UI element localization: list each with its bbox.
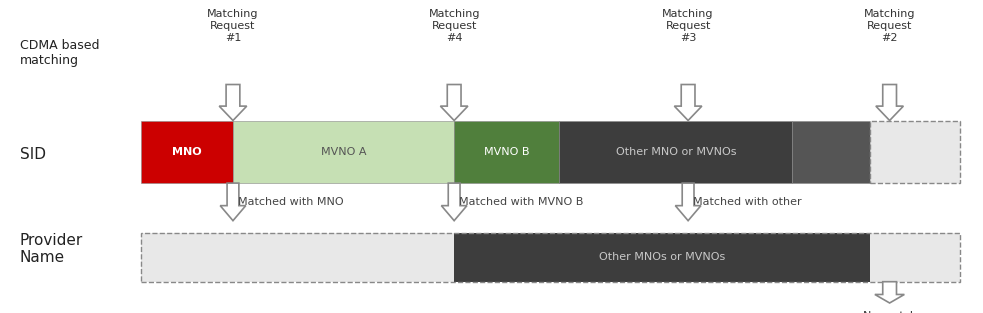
Bar [141, 233, 960, 282]
Text: Provider
Name: Provider Name [20, 233, 83, 265]
Bar [870, 233, 960, 282]
Bar [141, 233, 454, 282]
Polygon shape [675, 183, 701, 221]
Text: Matching
Request
#3: Matching Request #3 [663, 9, 714, 43]
Polygon shape [875, 282, 904, 303]
Text: Other MNOs or MVNOs: Other MNOs or MVNOs [599, 253, 725, 262]
Polygon shape [876, 85, 903, 121]
Polygon shape [219, 85, 247, 121]
Polygon shape [674, 85, 702, 121]
Text: MNO: MNO [172, 147, 202, 157]
Text: MVNO B: MVNO B [484, 147, 530, 157]
Text: Matched with MNO: Matched with MNO [238, 197, 343, 207]
Text: Matching
Request
#1: Matching Request #1 [207, 9, 259, 43]
Polygon shape [440, 85, 468, 121]
Text: Matched with MVNO B: Matched with MVNO B [459, 197, 584, 207]
Text: Other MNO or MVNOs: Other MNO or MVNOs [615, 147, 736, 157]
Bar [792, 121, 870, 183]
Text: CDMA based
matching: CDMA based matching [20, 39, 99, 67]
Bar [454, 233, 870, 282]
Text: No match: No match [863, 311, 916, 313]
Polygon shape [220, 183, 246, 221]
Bar [870, 121, 960, 183]
Text: Matched with other: Matched with other [693, 197, 802, 207]
Text: Matching
Request
#4: Matching Request #4 [429, 9, 480, 43]
Text: MVNO A: MVNO A [320, 147, 367, 157]
Bar [233, 121, 454, 183]
Bar [559, 121, 792, 183]
Text: SID: SID [20, 147, 45, 162]
Bar [141, 121, 233, 183]
Bar [454, 121, 559, 183]
Text: Matching
Request
#2: Matching Request #2 [864, 9, 915, 43]
Polygon shape [441, 183, 467, 221]
